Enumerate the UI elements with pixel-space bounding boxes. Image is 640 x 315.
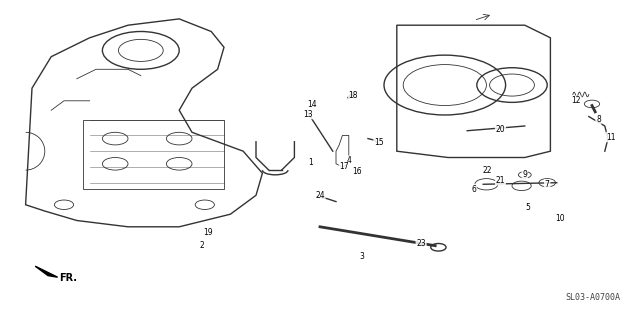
Text: 5: 5: [525, 203, 531, 212]
Text: 15: 15: [374, 138, 384, 147]
Text: SL03-A0700A: SL03-A0700A: [566, 293, 621, 302]
Text: 7: 7: [545, 180, 550, 189]
Text: 1: 1: [308, 158, 313, 167]
Text: 11: 11: [607, 133, 616, 141]
Text: 14: 14: [307, 100, 317, 109]
Text: 20: 20: [495, 125, 506, 134]
Text: 9: 9: [522, 170, 527, 179]
Text: 17: 17: [339, 163, 349, 171]
Text: 23: 23: [416, 239, 426, 248]
Text: 8: 8: [596, 115, 601, 124]
Polygon shape: [35, 266, 58, 277]
Text: 12: 12: [572, 96, 580, 105]
Text: 10: 10: [555, 215, 565, 223]
Text: 4: 4: [346, 156, 351, 165]
Text: 13: 13: [303, 110, 314, 118]
Text: 16: 16: [352, 167, 362, 176]
Text: FR.: FR.: [60, 273, 77, 283]
Text: 3: 3: [359, 252, 364, 261]
Text: 21: 21: [496, 176, 505, 185]
Text: 24: 24: [315, 192, 325, 200]
Text: 22: 22: [483, 166, 492, 175]
Text: 2: 2: [199, 241, 204, 250]
Text: 18: 18: [349, 91, 358, 100]
Text: 19: 19: [203, 228, 213, 237]
Text: 6: 6: [471, 185, 476, 193]
